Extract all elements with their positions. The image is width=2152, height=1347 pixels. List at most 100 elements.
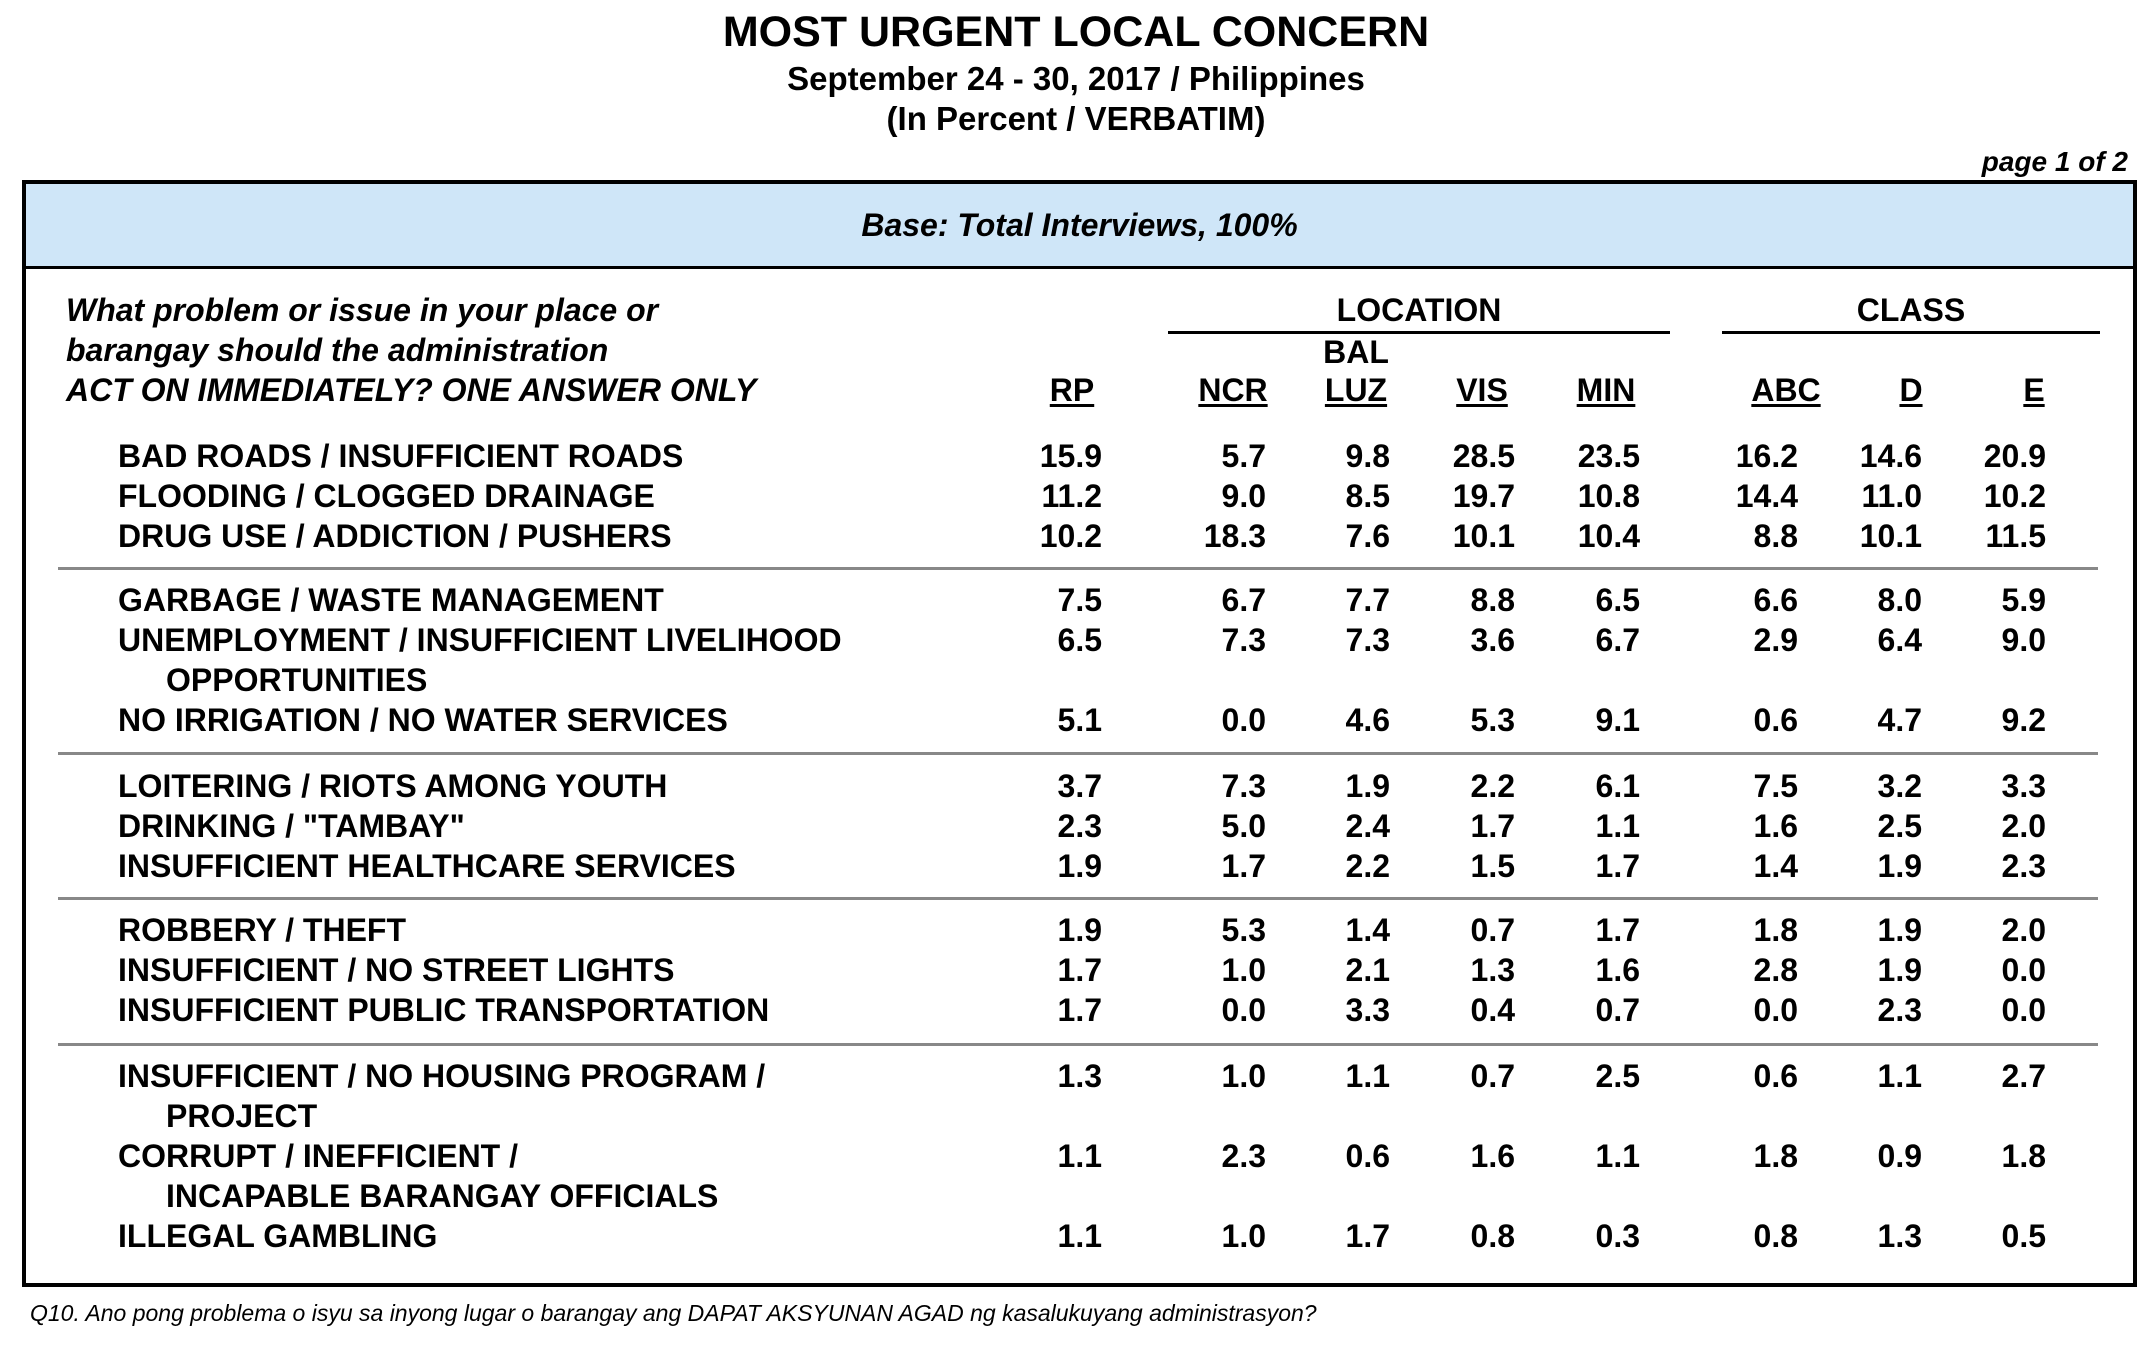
cell-value: 7.3: [1345, 622, 1390, 658]
cell-value: 6.4: [1877, 622, 1922, 658]
cell-value: 1.9: [1877, 848, 1922, 884]
cell-value: 2.8: [1753, 952, 1798, 988]
cell-value: 6.7: [1221, 582, 1266, 618]
cell-value: 1.0: [1221, 1058, 1266, 1094]
cell-value: 5.3: [1221, 912, 1266, 948]
group-separator: [58, 897, 2098, 900]
cell-value: 16.2: [1735, 438, 1798, 474]
cell-value: 4.6: [1345, 702, 1390, 738]
cell-value: 0.8: [1470, 1218, 1515, 1254]
cell-value: 1.8: [2001, 1138, 2046, 1174]
cell-value: 9.0: [2001, 622, 2046, 658]
cell-value: 1.7: [1470, 808, 1515, 844]
table-row: DRINKING / "TAMBAY" 2.3 5.0 2.4 1.7 1.1 1.6 2.5…: [0, 808, 2152, 848]
footnote: Q10. Ano pong problema o isyu sa inyong …: [30, 1300, 1317, 1326]
cell-value: 1.9: [1877, 912, 1922, 948]
cell-value: 7.5: [1753, 768, 1798, 804]
cell-value: 0.6: [1753, 702, 1798, 738]
cell-value: 4.7: [1877, 702, 1922, 738]
cell-value: 20.9: [1983, 438, 2046, 474]
row-label: BAD ROADS / INSUFFICIENT ROADS: [118, 438, 684, 474]
location-group-header: LOCATION: [1336, 292, 1502, 328]
cell-value: 0.7: [1595, 992, 1640, 1028]
cell-value: 1.1: [1057, 1218, 1102, 1254]
cell-value: 3.3: [2001, 768, 2046, 804]
cell-value: 10.2: [1983, 478, 2046, 514]
col-header-luz: LUZ: [1324, 372, 1388, 408]
cell-value: 7.3: [1221, 622, 1266, 658]
cell-value: 6.7: [1595, 622, 1640, 658]
cell-value: 3.2: [1877, 768, 1922, 804]
page-title: MOST URGENT LOCAL CONCERN: [722, 8, 1430, 56]
question-line-1: What problem or issue in your place or: [66, 292, 659, 328]
cell-value: 2.3: [1057, 808, 1102, 844]
cell-value: 11.0: [1861, 478, 1922, 514]
cell-value: 7.6: [1345, 518, 1390, 554]
col-header-abc: ABC: [1751, 372, 1821, 408]
cell-value: 11.2: [1041, 478, 1102, 514]
table-row: DRUG USE / ADDICTION / PUSHERS 10.2 18.3 7.…: [0, 518, 2152, 558]
cell-value: 9.1: [1595, 702, 1640, 738]
cell-value: 8.8: [1753, 518, 1798, 554]
cell-value: 2.3: [1877, 992, 1922, 1028]
cell-value: 2.0: [2001, 912, 2046, 948]
table-row: NO IRRIGATION / NO WATER SERVICES 5.1 0.0 4…: [0, 702, 2152, 742]
cell-value: 5.1: [1057, 702, 1102, 738]
base-banner: Base: Total Interviews, 100%: [26, 184, 2133, 269]
table-row: CORRUPT / INEFFICIENT / INCAPABLE BARANGA…: [0, 1138, 2152, 1214]
cell-value: 1.0: [1221, 952, 1266, 988]
cell-value: 1.3: [1877, 1218, 1922, 1254]
table-row: LOITERING / RIOTS AMONG YOUTH 3.7 7.3 1.9 2.…: [0, 768, 2152, 808]
cell-value: 1.7: [1345, 1218, 1390, 1254]
cell-value: 1.9: [1057, 912, 1102, 948]
cell-value: 5.7: [1221, 438, 1266, 474]
row-label-continuation: PROJECT: [166, 1098, 318, 1134]
cell-value: 9.0: [1221, 478, 1266, 514]
cell-value: 1.7: [1595, 848, 1640, 884]
row-label: INSUFFICIENT / NO STREET LIGHTS: [118, 952, 675, 988]
row-label-continuation: INCAPABLE BARANGAY OFFICIALS: [166, 1178, 719, 1214]
cell-value: 0.6: [1345, 1138, 1390, 1174]
cell-value: 1.1: [1877, 1058, 1922, 1094]
cell-value: 6.5: [1057, 622, 1102, 658]
row-label: FLOODING / CLOGGED DRAINAGE: [118, 478, 655, 514]
question-line-3: ACT ON IMMEDIATELY? ONE ANSWER ONLY: [66, 372, 757, 408]
cell-value: 0.0: [1221, 992, 1266, 1028]
cell-value: 1.8: [1753, 912, 1798, 948]
cell-value: 1.5: [1470, 848, 1515, 884]
row-label: INSUFFICIENT PUBLIC TRANSPORTATION: [118, 992, 770, 1028]
cell-value: 10.1: [1859, 518, 1922, 554]
cell-value: 1.6: [1753, 808, 1798, 844]
row-label: NO IRRIGATION / NO WATER SERVICES: [118, 702, 728, 738]
cell-value: 2.3: [2001, 848, 2046, 884]
col-header-ncr: NCR: [1198, 372, 1268, 408]
row-label: UNEMPLOYMENT / INSUFFICIENT LIVELIHOOD: [118, 622, 842, 658]
cell-value: 7.5: [1057, 582, 1102, 618]
cell-value: 1.7: [1595, 912, 1640, 948]
cell-value: 0.5: [2001, 1218, 2046, 1254]
survey-date: September 24 - 30, 2017 / Philippines: [787, 60, 1365, 97]
cell-value: 1.1: [1057, 1138, 1102, 1174]
cell-value: 0.0: [1753, 992, 1798, 1028]
table-row: INSUFFICIENT PUBLIC TRANSPORTATION 1.7 0.0…: [0, 992, 2152, 1032]
cell-value: 1.3: [1470, 952, 1515, 988]
row-label: ILLEGAL GAMBLING: [118, 1218, 438, 1254]
table-row: INSUFFICIENT HEALTHCARE SERVICES 1.9 1.7 2.…: [0, 848, 2152, 888]
cell-value: 28.5: [1452, 438, 1515, 474]
cell-value: 1.1: [1595, 808, 1640, 844]
cell-value: 0.3: [1595, 1218, 1640, 1254]
col-header-bal: BAL: [1323, 334, 1389, 370]
cell-value: 1.7: [1057, 992, 1102, 1028]
cell-value: 10.4: [1577, 518, 1640, 554]
cell-value: 3.3: [1345, 992, 1390, 1028]
cell-value: 10.2: [1039, 518, 1102, 554]
cell-value: 2.2: [1345, 848, 1390, 884]
table-row: INSUFFICIENT / NO HOUSING PROGRAM / PROJE…: [0, 1058, 2152, 1134]
cell-value: 1.1: [1345, 1058, 1390, 1094]
row-label: INSUFFICIENT HEALTHCARE SERVICES: [118, 848, 736, 884]
col-header-d: D: [1899, 372, 1923, 408]
row-label-continuation: OPPORTUNITIES: [166, 662, 428, 698]
cell-value: 1.0: [1221, 1218, 1266, 1254]
cell-value: 1.6: [1595, 952, 1640, 988]
col-header-e: E: [2023, 372, 2045, 408]
